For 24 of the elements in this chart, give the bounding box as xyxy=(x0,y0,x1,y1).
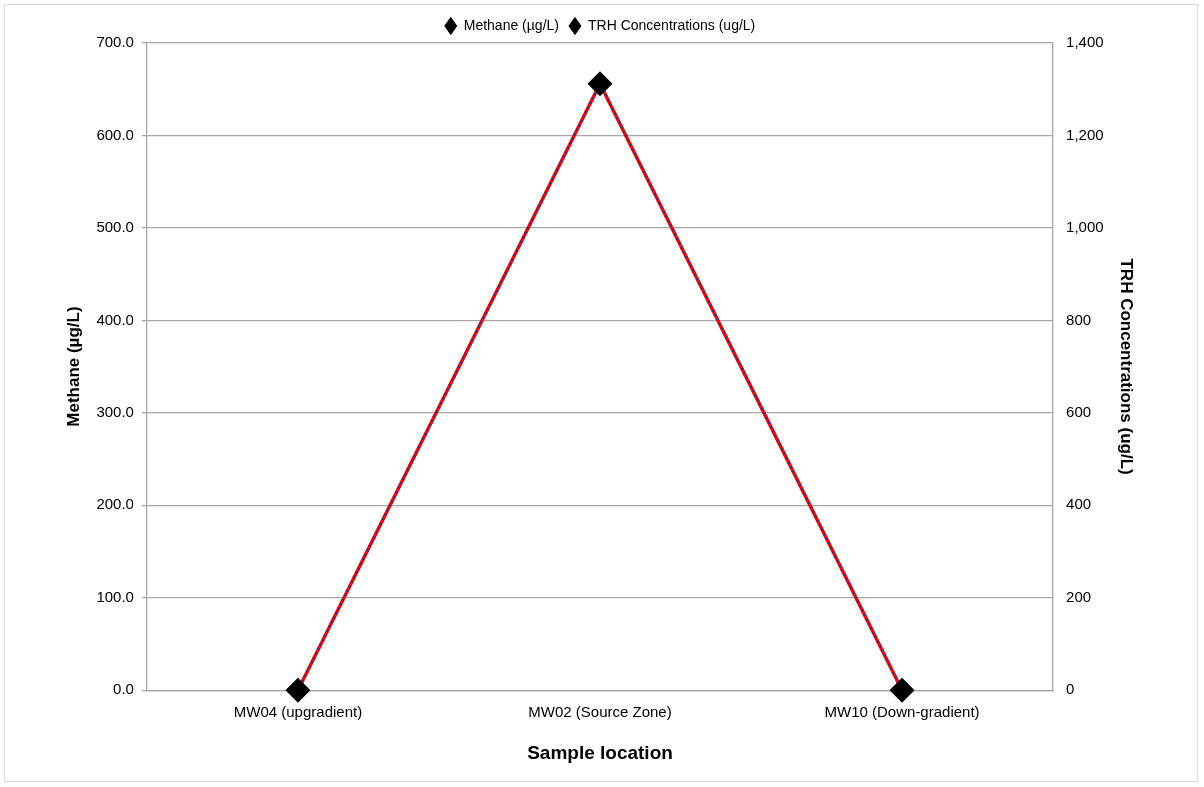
y2-tick-label: 1,200 xyxy=(1066,125,1104,143)
y-tick-label: 200.0 xyxy=(96,495,134,513)
y-tick-label: 400.0 xyxy=(96,310,134,328)
y2-tick-label: 600 xyxy=(1066,402,1092,420)
y-tick-label: 100.0 xyxy=(96,587,134,605)
x-tick-label: MW04 (upgradient) xyxy=(233,703,363,721)
y-tick-label: 600.0 xyxy=(96,125,134,143)
x-tick-label: MW10 (Down-gradient) xyxy=(824,703,980,721)
y-tick-label: 500.0 xyxy=(96,218,134,236)
x-axis-title: Sample location xyxy=(527,741,673,763)
legend-label: Methane (µg/L) xyxy=(463,16,559,33)
y-tick-label: 300.0 xyxy=(96,402,134,420)
y2-tick-label: 800 xyxy=(1066,310,1092,328)
y2-tick-label: 1,000 xyxy=(1066,218,1104,236)
y-tick-label: 700.0 xyxy=(96,33,134,51)
y-tick-label: 0.0 xyxy=(113,680,134,698)
x-tick-label: MW02 (Source Zone) xyxy=(528,703,672,721)
legend-label: TRH Concentrations (ug/L) xyxy=(587,16,756,33)
y2-tick-label: 400 xyxy=(1066,495,1092,513)
y2-tick-label: 200 xyxy=(1066,587,1092,605)
y-axis-title: Methane (µg/L) xyxy=(63,306,83,427)
y2-tick-label: 0 xyxy=(1066,680,1075,698)
y2-tick-label: 1,400 xyxy=(1066,33,1104,51)
y2-axis-title: TRH Concentrations (ug/L) xyxy=(1117,258,1137,475)
